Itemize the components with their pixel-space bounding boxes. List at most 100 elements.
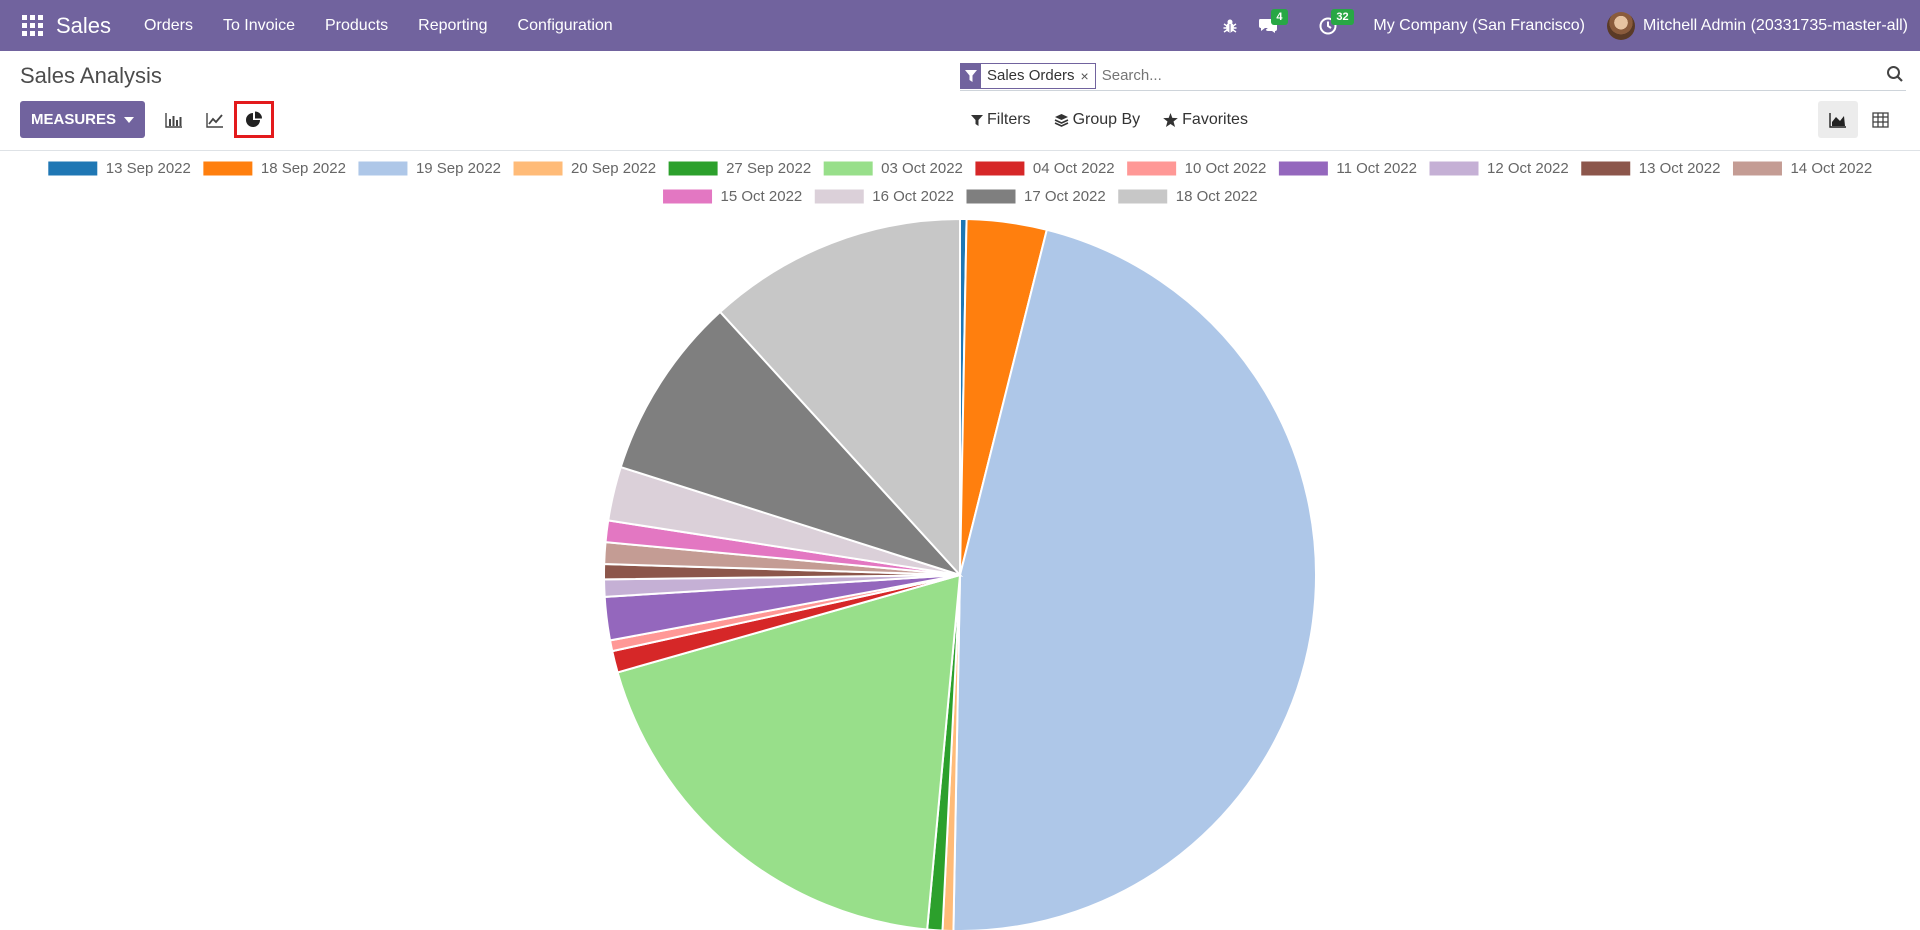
measures-button[interactable]: MEASURES	[20, 101, 145, 138]
apps-menu-icon[interactable]	[21, 15, 43, 37]
debug-bug-icon[interactable]	[1213, 0, 1247, 51]
messages-chat-icon[interactable]: 4	[1251, 0, 1288, 51]
area-chart-icon	[1829, 112, 1846, 128]
legend-label: 12 Oct 2022	[1487, 160, 1569, 177]
legend-label: 16 Oct 2022	[872, 188, 954, 205]
legend-label: 10 Oct 2022	[1185, 160, 1267, 177]
legend-swatch	[47, 160, 99, 177]
caret-down-icon	[124, 116, 134, 123]
pie-slice[interactable]	[952, 228, 1317, 930]
search-icon[interactable]	[1886, 65, 1904, 88]
groupby-dropdown[interactable]: Group By	[1054, 111, 1141, 129]
legend-item[interactable]: 12 Oct 2022	[1428, 160, 1569, 177]
legend-label: 27 Sep 2022	[726, 160, 811, 177]
top-navbar: Sales Orders To Invoice Products Reporti…	[0, 0, 1920, 51]
legend-swatch	[822, 160, 874, 177]
groupby-label: Group By	[1072, 111, 1141, 128]
legend-item[interactable]: 11 Oct 2022	[1277, 160, 1417, 177]
pie-slice[interactable]	[619, 310, 964, 578]
legend-label: 15 Oct 2022	[721, 188, 803, 205]
table-icon	[1871, 111, 1889, 128]
user-menu[interactable]: Mitchell Admin (20331735-master-all)	[1643, 16, 1908, 34]
filters-label: Filters	[987, 111, 1031, 128]
menu-reporting[interactable]: Reporting	[418, 17, 488, 34]
user-avatar[interactable]	[1607, 11, 1635, 40]
menu-orders[interactable]: Orders	[144, 17, 193, 34]
filters-dropdown[interactable]: Filters	[971, 111, 1031, 129]
legend-label: 18 Oct 2022	[1176, 188, 1258, 205]
filter-icon	[971, 114, 983, 126]
menu-products[interactable]: Products	[325, 17, 389, 34]
search-facet: Sales Orders ×	[960, 62, 1096, 89]
legend-swatch	[1126, 160, 1178, 177]
company-switcher[interactable]: My Company (San Francisco)	[1373, 16, 1585, 34]
filter-facet-icon	[961, 63, 981, 88]
facet-label: Sales Orders	[987, 66, 1075, 84]
legend-item[interactable]: 04 Oct 2022	[974, 160, 1115, 177]
pie-chart-view-button[interactable]	[234, 101, 274, 138]
legend-swatch	[667, 160, 719, 177]
legend-label: 03 Oct 2022	[881, 160, 963, 177]
legend-item[interactable]: 27 Sep 2022	[667, 160, 811, 177]
legend-item[interactable]: 16 Oct 2022	[813, 188, 954, 205]
legend-item[interactable]: 03 Oct 2022	[822, 160, 963, 177]
legend-label: 13 Oct 2022	[1639, 160, 1721, 177]
legend-item[interactable]: 13 Oct 2022	[1580, 160, 1721, 177]
navbar-systray: 4 32 My Company (San Francisco) Mitchell…	[1213, 0, 1920, 51]
facet-remove-icon[interactable]: ×	[1080, 67, 1089, 84]
pie-slice[interactable]	[718, 217, 961, 578]
pie-chart-icon	[246, 111, 262, 127]
layers-icon	[1054, 114, 1068, 127]
legend-swatch	[1277, 160, 1329, 177]
legend-swatch	[974, 160, 1026, 177]
legend-swatch	[512, 160, 564, 177]
legend-swatch	[813, 188, 865, 205]
menu-to-invoice[interactable]: To Invoice	[222, 17, 295, 34]
legend-label: 14 Oct 2022	[1790, 160, 1872, 177]
legend-item[interactable]: 18 Oct 2022	[1117, 188, 1258, 205]
legend-item[interactable]: 15 Oct 2022	[662, 188, 803, 205]
bar-chart-view-button[interactable]	[154, 101, 194, 138]
legend-label: 13 Sep 2022	[106, 160, 191, 177]
activities-clock-icon[interactable]: 32	[1311, 0, 1354, 51]
legend-swatch	[1428, 160, 1480, 177]
search-options: Filters Group By Favorites	[971, 111, 1271, 129]
pie-chart-container: 13 Sep 2022 18 Sep 2022 19 Sep 2022 20 Sep …	[0, 151, 1920, 930]
legend-label: 18 Sep 2022	[261, 160, 346, 177]
legend-item[interactable]: 13 Sep 2022	[47, 160, 191, 177]
search-bar: Sales Orders ×	[960, 61, 1906, 91]
line-chart-icon	[206, 112, 223, 128]
pie-slice[interactable]	[941, 574, 961, 930]
legend-item[interactable]: 20 Sep 2022	[512, 160, 656, 177]
app-brand[interactable]: Sales	[56, 12, 112, 38]
legend-swatch	[1580, 160, 1632, 177]
measures-label: MEASURES	[30, 111, 116, 128]
legend-label: 04 Oct 2022	[1033, 160, 1115, 177]
legend-swatch	[965, 188, 1017, 205]
control-panel-divider	[0, 150, 1920, 151]
line-chart-view-button[interactable]	[195, 101, 235, 138]
legend-swatch	[662, 188, 714, 205]
star-icon	[1163, 113, 1178, 127]
legend-item[interactable]: 17 Oct 2022	[965, 188, 1106, 205]
search-input[interactable]	[1101, 67, 1802, 84]
legend-item[interactable]: 19 Sep 2022	[357, 160, 501, 177]
pivot-table-button[interactable]	[1860, 101, 1900, 138]
legend-item[interactable]: 10 Oct 2022	[1126, 160, 1267, 177]
messages-count-badge: 4	[1271, 9, 1288, 25]
legend-label: 11 Oct 2022	[1336, 160, 1417, 177]
legend-label: 19 Sep 2022	[416, 160, 501, 177]
page-title: Sales Analysis	[20, 63, 162, 88]
menu-configuration[interactable]: Configuration	[517, 17, 613, 34]
favorites-dropdown[interactable]: Favorites	[1163, 111, 1248, 129]
legend-swatch	[1731, 160, 1783, 177]
legend-item[interactable]: 18 Sep 2022	[202, 160, 346, 177]
legend-swatch	[202, 160, 254, 177]
chart-mode-button[interactable]	[1818, 101, 1858, 138]
bar-chart-icon	[165, 112, 182, 128]
legend-label: 17 Oct 2022	[1024, 188, 1106, 205]
legend-item[interactable]: 14 Oct 2022	[1731, 160, 1872, 177]
pie-slice[interactable]	[616, 573, 962, 930]
favorites-label: Favorites	[1182, 111, 1248, 128]
chart-legend: 13 Sep 2022 18 Sep 2022 19 Sep 2022 20 Sep …	[47, 160, 1872, 205]
